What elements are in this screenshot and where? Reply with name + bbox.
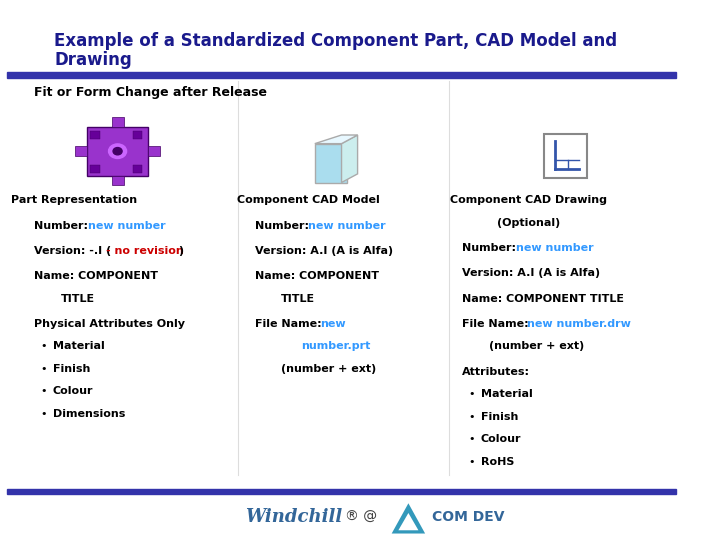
Text: Component CAD Model: Component CAD Model	[237, 195, 379, 206]
Text: Finish: Finish	[480, 411, 518, 422]
Text: - no revision: - no revision	[106, 246, 184, 256]
FancyBboxPatch shape	[91, 131, 100, 139]
FancyBboxPatch shape	[544, 134, 587, 178]
Text: •: •	[469, 389, 475, 399]
FancyBboxPatch shape	[148, 146, 160, 156]
Text: Fit or Form Change after Release: Fit or Form Change after Release	[34, 86, 267, 99]
Text: Dimensions: Dimensions	[53, 409, 125, 419]
Text: Number:: Number:	[34, 221, 92, 231]
Text: number.prt: number.prt	[302, 341, 371, 352]
Text: Name: COMPONENT: Name: COMPONENT	[255, 271, 379, 281]
Text: Material: Material	[480, 389, 532, 399]
Text: Part Representation: Part Representation	[11, 195, 138, 206]
Text: File Name:: File Name:	[462, 319, 532, 329]
FancyBboxPatch shape	[112, 117, 124, 127]
Text: TITLE: TITLE	[60, 294, 95, 304]
Polygon shape	[392, 503, 425, 534]
Text: Name: COMPONENT TITLE: Name: COMPONENT TITLE	[462, 294, 624, 304]
FancyBboxPatch shape	[91, 165, 100, 173]
Text: •: •	[469, 457, 475, 467]
Text: Version: A.I (A is Alfa): Version: A.I (A is Alfa)	[462, 268, 600, 279]
Text: new: new	[320, 319, 346, 329]
Text: new number: new number	[308, 221, 386, 231]
Text: Drawing: Drawing	[54, 51, 132, 69]
Text: ® @: ® @	[345, 510, 377, 524]
Text: Colour: Colour	[53, 387, 93, 396]
Polygon shape	[315, 135, 358, 144]
Text: Material: Material	[53, 341, 104, 352]
FancyBboxPatch shape	[132, 131, 143, 139]
Text: (number + ext): (number + ext)	[282, 364, 377, 374]
Text: File Name:: File Name:	[255, 319, 325, 329]
Bar	[7, 72, 676, 78]
Text: ): )	[178, 246, 183, 256]
Text: •: •	[41, 387, 48, 396]
FancyBboxPatch shape	[76, 146, 88, 156]
Text: Physical Attributes Only: Physical Attributes Only	[34, 319, 185, 329]
Text: TITLE: TITLE	[282, 294, 315, 304]
Polygon shape	[398, 513, 418, 530]
Text: COM DEV: COM DEV	[432, 510, 504, 524]
Polygon shape	[341, 135, 358, 183]
Text: new number: new number	[516, 243, 593, 253]
Text: •: •	[41, 341, 48, 352]
Text: Number:: Number:	[462, 243, 520, 253]
FancyBboxPatch shape	[315, 144, 347, 183]
Text: Colour: Colour	[480, 434, 521, 444]
FancyBboxPatch shape	[112, 176, 124, 185]
Text: Attributes:: Attributes:	[462, 367, 530, 377]
Bar	[7, 489, 676, 494]
Text: new number.drw: new number.drw	[527, 319, 631, 329]
Text: Component CAD Drawing: Component CAD Drawing	[450, 195, 607, 206]
Text: Windchill: Windchill	[245, 508, 342, 526]
Text: (number + ext): (number + ext)	[489, 341, 584, 352]
FancyBboxPatch shape	[88, 127, 148, 176]
Text: Version: A.I (A is Alfa): Version: A.I (A is Alfa)	[255, 246, 392, 256]
Text: •: •	[469, 411, 475, 422]
Text: new number: new number	[88, 221, 166, 231]
Text: •: •	[41, 364, 48, 374]
Text: (Optional): (Optional)	[497, 218, 560, 228]
Text: •: •	[469, 434, 475, 444]
Text: Version: -.I (: Version: -.I (	[34, 246, 111, 256]
FancyBboxPatch shape	[132, 165, 143, 173]
Text: RoHS: RoHS	[480, 457, 514, 467]
Circle shape	[113, 147, 122, 155]
Text: Name: COMPONENT: Name: COMPONENT	[34, 271, 158, 281]
Text: Finish: Finish	[53, 364, 90, 374]
Text: Number:: Number:	[255, 221, 312, 231]
Text: •: •	[41, 409, 48, 419]
Text: Example of a Standardized Component Part, CAD Model and: Example of a Standardized Component Part…	[54, 32, 617, 50]
Circle shape	[109, 144, 127, 159]
